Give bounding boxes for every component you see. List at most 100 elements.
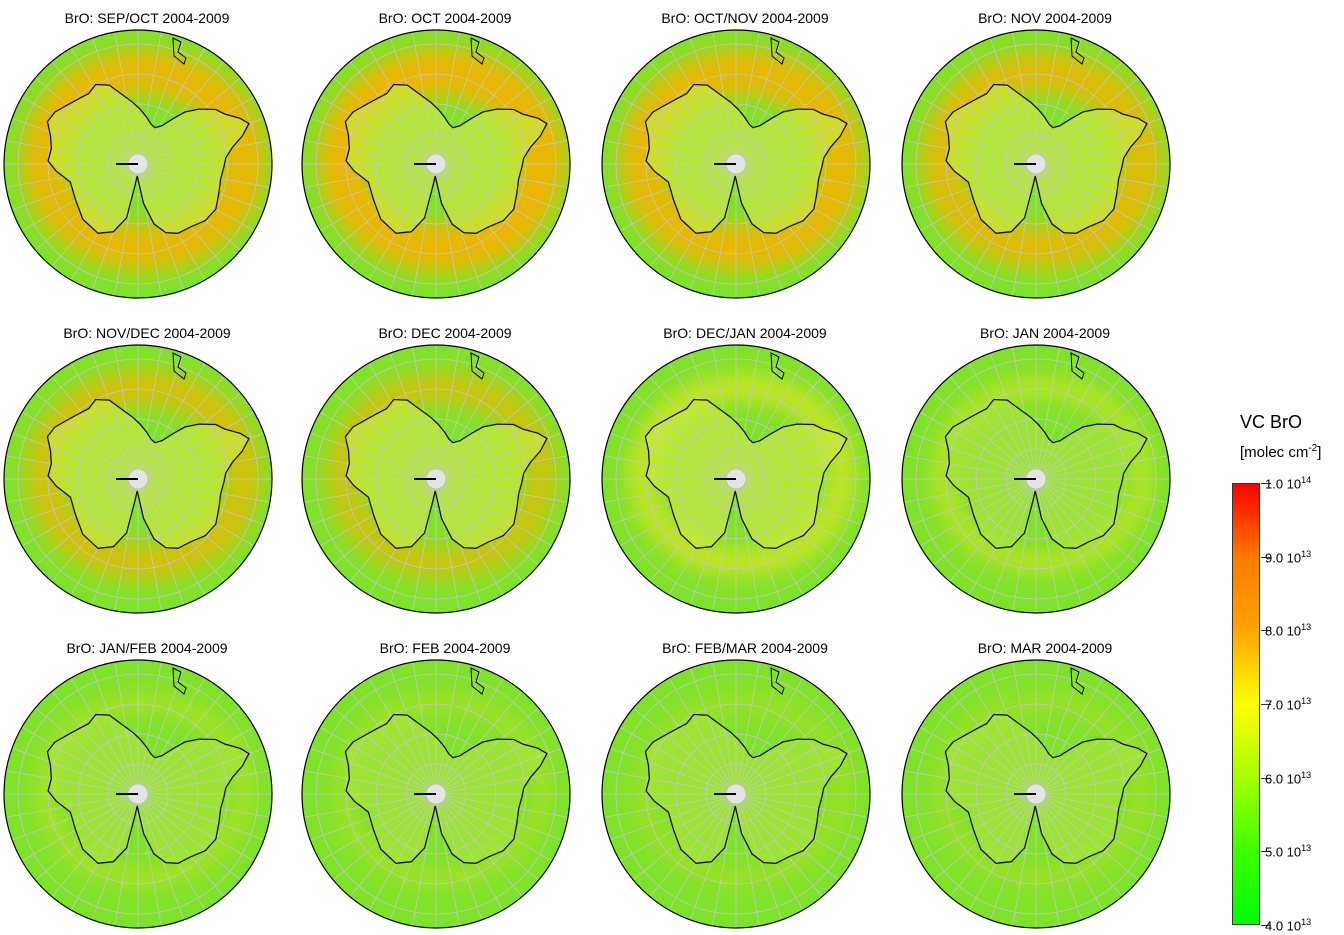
longitude-gridline <box>51 691 134 789</box>
longitude-gridline <box>740 376 823 474</box>
longitude-gridline <box>142 376 225 474</box>
longitude-gridline <box>303 164 429 188</box>
longitude-gridline <box>649 484 732 582</box>
longitude-gridline <box>633 168 731 251</box>
polar-map <box>601 344 871 614</box>
antarctica-landmass <box>345 714 547 864</box>
coastline <box>944 398 1148 549</box>
bro-enhancement-ring <box>21 49 267 271</box>
longitude-gridline <box>349 691 432 789</box>
longitude-gridline <box>633 77 731 160</box>
longitude-gridline <box>633 392 731 475</box>
longitude-gridline <box>909 481 1029 526</box>
longitude-gridline <box>739 485 804 596</box>
longitude-gridline <box>1042 167 1153 232</box>
antarctica-landmass <box>645 84 847 234</box>
longitude-gridline <box>739 362 804 473</box>
longitude-gridline <box>114 31 138 157</box>
longitude-gridline <box>919 726 1030 791</box>
longitude-gridline <box>1043 455 1169 479</box>
colorbar-tick-label: 1.0 1014 <box>1265 475 1312 492</box>
longitude-gridline <box>143 168 241 251</box>
longitude-gridline <box>11 747 131 792</box>
colorbar <box>1232 483 1260 925</box>
longitude-gridline <box>141 47 206 158</box>
south-america-coast <box>470 37 485 65</box>
longitude-gridline <box>743 479 869 503</box>
colorbar-tick-label: 4.0 1013 <box>1265 917 1312 934</box>
longitude-gridline <box>333 798 431 881</box>
longitude-gridline <box>619 96 730 161</box>
longitude-gridline <box>368 485 433 596</box>
longitude-gridline <box>309 166 429 211</box>
longitude-gridline <box>436 31 460 157</box>
longitude-gridline <box>303 479 429 503</box>
longitude-gridline <box>35 483 133 566</box>
longitude-gridline <box>441 168 539 251</box>
colorbar-tick-label: 5.0 1013 <box>1265 843 1312 860</box>
polar-map <box>601 659 871 929</box>
longitude-gridline <box>21 167 132 232</box>
panel-title: BrO: FEB/MAR 2004-2009 <box>662 640 828 656</box>
colorbar-tick-label: 9.0 1013 <box>1265 548 1312 565</box>
longitude-gridline <box>1043 164 1169 188</box>
longitude-gridline <box>968 677 1033 788</box>
map-panel: BrO: SEP/OCT 2004-2009 <box>2 0 292 300</box>
longitude-gridline <box>443 432 563 477</box>
longitude-gridline <box>933 483 1031 566</box>
map-panel: BrO: DEC/JAN 2004-2009 <box>600 315 890 615</box>
longitude-gridline <box>11 117 131 162</box>
longitude-gridline <box>743 796 863 841</box>
panel-title: BrO: NOV 2004-2009 <box>978 10 1112 26</box>
longitude-gridline <box>441 392 539 475</box>
longitude-gridline <box>114 346 138 472</box>
longitude-gridline <box>145 455 271 479</box>
antarctica-landmass <box>645 399 847 549</box>
longitude-gridline <box>309 117 429 162</box>
coastline <box>46 398 250 549</box>
panel-title: BrO: MAR 2004-2009 <box>977 640 1113 656</box>
longitude-gridline <box>919 411 1030 476</box>
longitude-gridline <box>309 747 429 792</box>
longitude-gridline <box>736 486 760 612</box>
map-border <box>601 29 871 299</box>
longitude-gridline <box>5 455 131 479</box>
bro-enhancement-ring <box>326 371 558 579</box>
longitude-gridline <box>442 482 553 547</box>
longitude-gridline <box>1012 346 1036 472</box>
longitude-gridline <box>1040 169 1123 267</box>
bro-enhancement-ring <box>619 49 865 271</box>
longitude-gridline <box>142 169 225 267</box>
coastline <box>344 713 548 864</box>
antarctica-landmass <box>345 84 547 234</box>
bro-enhancement-ring <box>935 695 1149 885</box>
longitude-gridline <box>35 77 133 160</box>
longitude-gridline <box>389 667 434 787</box>
longitude-gridline <box>903 140 1029 164</box>
longitude-gridline <box>739 800 804 911</box>
colorbar-tick <box>1261 630 1271 632</box>
longitude-gridline <box>743 432 863 477</box>
longitude-gridline <box>741 483 839 566</box>
longitude-gridline <box>1012 661 1036 787</box>
coastline <box>46 713 250 864</box>
longitude-gridline <box>743 770 869 794</box>
coastline <box>644 713 848 864</box>
map-border <box>301 29 571 299</box>
longitude-gridline <box>1036 346 1060 472</box>
longitude-gridline <box>1043 166 1163 211</box>
longitude-gridline <box>138 171 162 297</box>
longitude-gridline <box>145 432 265 477</box>
map-border <box>3 29 273 299</box>
longitude-gridline <box>968 485 1033 596</box>
longitude-gridline <box>439 362 504 473</box>
antarctica-landmass <box>47 84 249 234</box>
longitude-gridline <box>11 432 131 477</box>
longitude-gridline <box>1043 479 1169 503</box>
longitude-gridline <box>1040 799 1123 897</box>
longitude-gridline <box>668 170 733 281</box>
longitude-gridline <box>333 77 431 160</box>
longitude-gridline <box>919 797 1030 862</box>
longitude-gridline <box>5 164 131 188</box>
polar-map <box>301 29 571 299</box>
